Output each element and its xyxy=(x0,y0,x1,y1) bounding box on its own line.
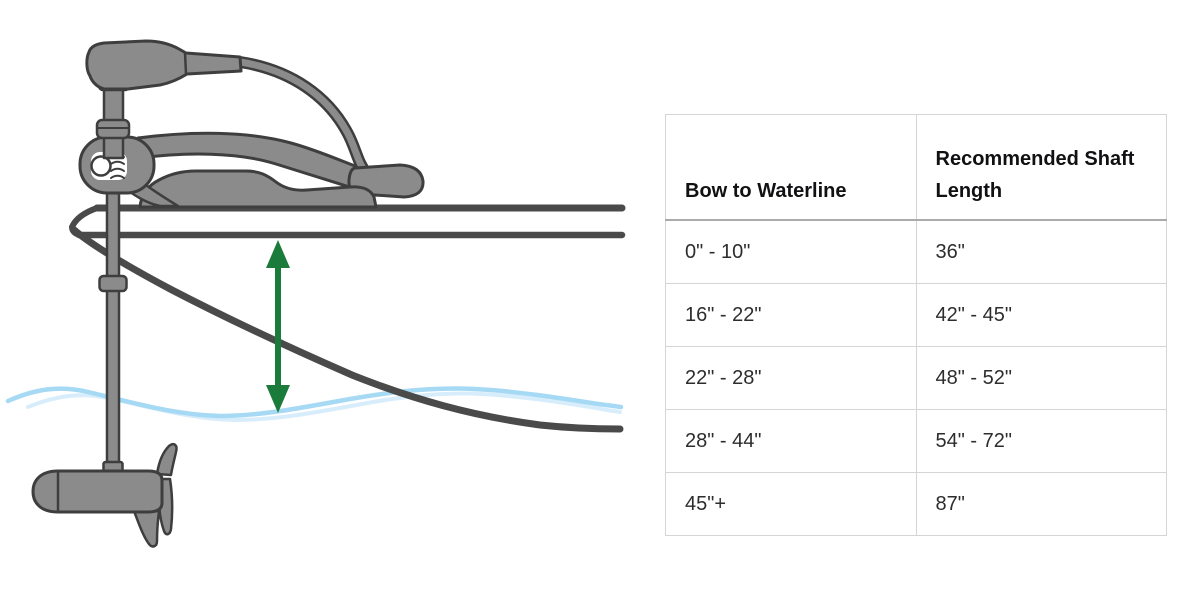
bow-range-cell: 16" - 22" xyxy=(665,283,917,347)
head-nose-seam xyxy=(183,52,188,75)
measurement-double-arrow-icon xyxy=(266,240,290,413)
waterline-wave-icon xyxy=(5,386,624,419)
propeller-blade-lower-icon xyxy=(132,509,161,548)
table-row: 45"+ 87" xyxy=(665,472,1167,536)
shaft-length-cell: 54" - 72" xyxy=(915,409,1167,473)
propeller-blade-upper-icon xyxy=(155,443,178,477)
shaft-depth-collar xyxy=(98,274,128,293)
col-header-recommended-shaft-length: Recommended Shaft Length xyxy=(915,114,1167,221)
boat-hull-curve xyxy=(69,225,624,433)
motor-control-head xyxy=(85,39,243,91)
boat-bow-tip xyxy=(68,205,100,238)
mount-base-plate xyxy=(138,169,378,209)
shaft-length-cell: 42" - 45" xyxy=(915,283,1167,347)
col-header-bow-to-waterline: Bow to Waterline xyxy=(665,114,917,221)
table-row: 16" - 22" 42" - 45" xyxy=(665,283,1167,347)
shaft-length-table: Bow to Waterline Recommended Shaft Lengt… xyxy=(665,114,1167,536)
motor-shaft xyxy=(105,186,121,468)
shaft-length-cell: 48" - 52" xyxy=(915,346,1167,410)
steering-cable xyxy=(234,56,373,180)
table-header-row: Bow to Waterline Recommended Shaft Lengt… xyxy=(665,114,1167,221)
shaft-length-cell: 87" xyxy=(915,472,1167,536)
bow-range-cell: 28" - 44" xyxy=(665,409,917,473)
table-row: 28" - 44" 54" - 72" xyxy=(665,409,1167,473)
propeller-pod xyxy=(31,443,178,548)
table-row: 0" - 10" 36" xyxy=(665,219,1167,284)
trolling-motor-diagram xyxy=(5,39,626,548)
shaft-length-cell: 36" xyxy=(915,219,1167,284)
motor-pod-body xyxy=(31,469,164,514)
pivot-pin-icon xyxy=(90,155,112,177)
bow-range-cell: 22" - 28" xyxy=(665,346,917,410)
bow-range-cell: 0" - 10" xyxy=(665,219,917,284)
table-row: 22" - 28" 48" - 52" xyxy=(665,346,1167,410)
bow-range-cell: 45"+ xyxy=(665,472,917,536)
